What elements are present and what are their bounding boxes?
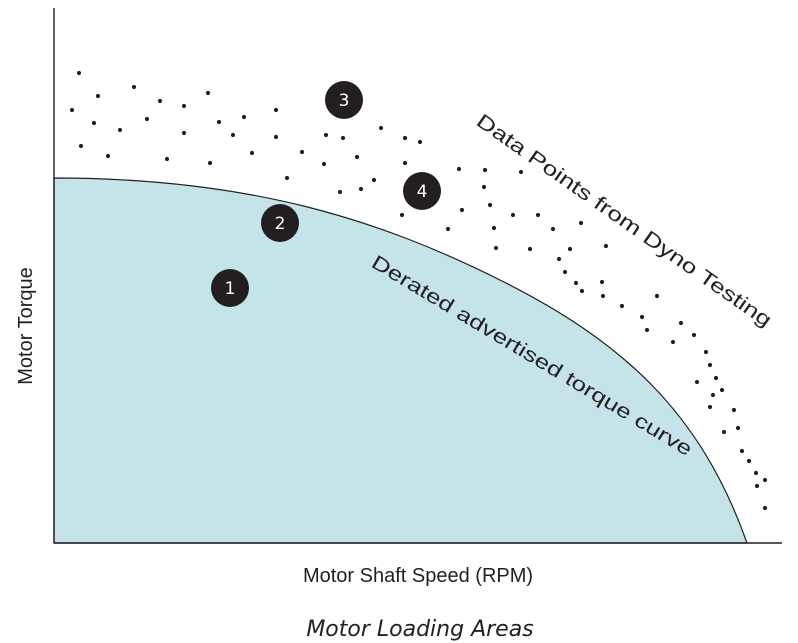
dyno-data-point-11 (164, 156, 170, 162)
dyno-data-point-43 (491, 225, 497, 231)
dyno-data-point-29 (358, 186, 364, 192)
dyno-data-point-16 (216, 119, 222, 125)
dyno-data-point-15 (207, 160, 213, 166)
dyno-data-point-62 (654, 293, 660, 299)
dyno-data-point-35 (417, 139, 423, 145)
dyno-data-point-5 (78, 143, 84, 149)
dyno-data-point-51 (562, 269, 568, 275)
dyno-data-point-31 (378, 125, 384, 131)
x-axis-label: Motor Shaft Speed (RPM) (303, 565, 533, 587)
dyno-data-point-76 (739, 448, 745, 454)
dyno-data-point-12 (181, 103, 187, 109)
dyno-data-points (69, 70, 768, 511)
dyno-data-point-41 (481, 184, 487, 190)
dyno-data-point-21 (273, 134, 279, 140)
dyno-data-point-33 (402, 160, 408, 166)
dyno-data-point-32 (402, 135, 408, 141)
dyno-data-point-4 (91, 120, 97, 126)
dyno-data-point-46 (518, 169, 524, 175)
area-marker-circle-1 (211, 269, 249, 307)
dyno-data-point-20 (273, 107, 279, 113)
area-marker-1: 1 (211, 269, 249, 307)
dyno-data-point-9 (144, 116, 150, 122)
dyno-data-point-71 (707, 404, 713, 410)
dyno-data-point-44 (493, 245, 499, 251)
area-marker-circle-2 (261, 204, 299, 242)
dyno-data-point-8 (131, 84, 137, 90)
dyno-data-point-17 (241, 114, 247, 120)
dyno-data-point-1 (76, 70, 82, 76)
dyno-data-point-28 (354, 154, 360, 160)
dyno-data-point-74 (731, 407, 737, 413)
dyno-data-point-48 (535, 212, 541, 218)
dyno-data-point-42 (487, 202, 493, 208)
dyno-data-point-37 (445, 226, 451, 232)
dyno-data-point-24 (323, 132, 329, 138)
area-markers: 1 2 3 4 (211, 81, 441, 307)
dyno-data-point-47 (527, 246, 533, 252)
dyno-data-point-73 (719, 387, 725, 393)
area-marker-label-2: 2 (275, 214, 286, 234)
dyno-data-point-58 (603, 243, 609, 249)
dyno-data-point-55 (579, 288, 585, 294)
dyno-data-point-78 (753, 470, 759, 476)
dyno-data-point-6 (105, 153, 111, 159)
dyno-data-point-64 (678, 320, 684, 326)
dyno-data-point-68 (707, 362, 713, 368)
dyno-data-point-53 (573, 280, 579, 286)
dyno-data-point-79 (754, 483, 760, 489)
dyno-data-point-25 (321, 161, 327, 167)
dyno-data-point-60 (639, 314, 645, 320)
dyno-data-point-63 (670, 339, 676, 345)
dyno-data-point-65 (691, 332, 697, 338)
area-marker-4: 4 (403, 172, 441, 210)
dyno-data-point-77 (746, 458, 752, 464)
area-marker-label-1: 1 (225, 279, 236, 299)
dyno-data-point-72 (721, 429, 727, 435)
dyno-data-point-54 (578, 220, 584, 226)
dyno-data-point-13 (181, 130, 187, 136)
area-marker-3: 3 (325, 81, 363, 119)
dyno-data-point-27 (337, 189, 343, 195)
dyno-data-point-3 (95, 93, 101, 99)
dyno-data-point-52 (567, 246, 573, 252)
chart-title: Motor Loading Areas (306, 617, 533, 642)
dyno-data-point-56 (599, 279, 605, 285)
dyno-data-point-34 (399, 212, 405, 218)
dyno-data-point-80 (762, 477, 768, 483)
dyno-data-point-10 (157, 98, 163, 104)
dyno-data-point-22 (284, 175, 290, 181)
dyno-data-point-70 (710, 392, 716, 398)
dyno-data-point-69 (713, 375, 719, 381)
dyno-data-point-40 (482, 167, 488, 173)
area-marker-label-3: 3 (339, 91, 350, 111)
y-axis-label: Motor Torque (15, 267, 37, 384)
dyno-data-point-67 (703, 349, 709, 355)
dyno-data-point-49 (550, 226, 556, 232)
dyno-data-point-81 (762, 505, 768, 511)
dyno-data-point-50 (556, 256, 562, 262)
area-marker-circle-3 (325, 81, 363, 119)
dyno-data-point-61 (644, 327, 650, 333)
area-marker-label-4: 4 (417, 182, 428, 202)
dyno-data-point-7 (117, 127, 123, 133)
dyno-data-point-45 (510, 212, 516, 218)
area-marker-2: 2 (261, 204, 299, 242)
dyno-data-point-19 (249, 150, 255, 156)
dyno-data-point-66 (694, 379, 700, 385)
dyno-data-point-2 (69, 107, 75, 113)
dyno-data-point-57 (600, 293, 606, 299)
dyno-data-point-18 (230, 132, 236, 138)
dyno-data-point-30 (371, 177, 377, 183)
dyno-data-point-75 (735, 425, 741, 431)
dyno-data-point-14 (205, 90, 211, 96)
dyno-data-point-26 (340, 135, 346, 141)
dyno-data-point-39 (459, 207, 465, 213)
dyno-data-point-23 (299, 149, 305, 155)
dyno-data-point-38 (456, 166, 462, 172)
dyno-data-point-59 (619, 303, 625, 309)
area-marker-circle-4 (403, 172, 441, 210)
